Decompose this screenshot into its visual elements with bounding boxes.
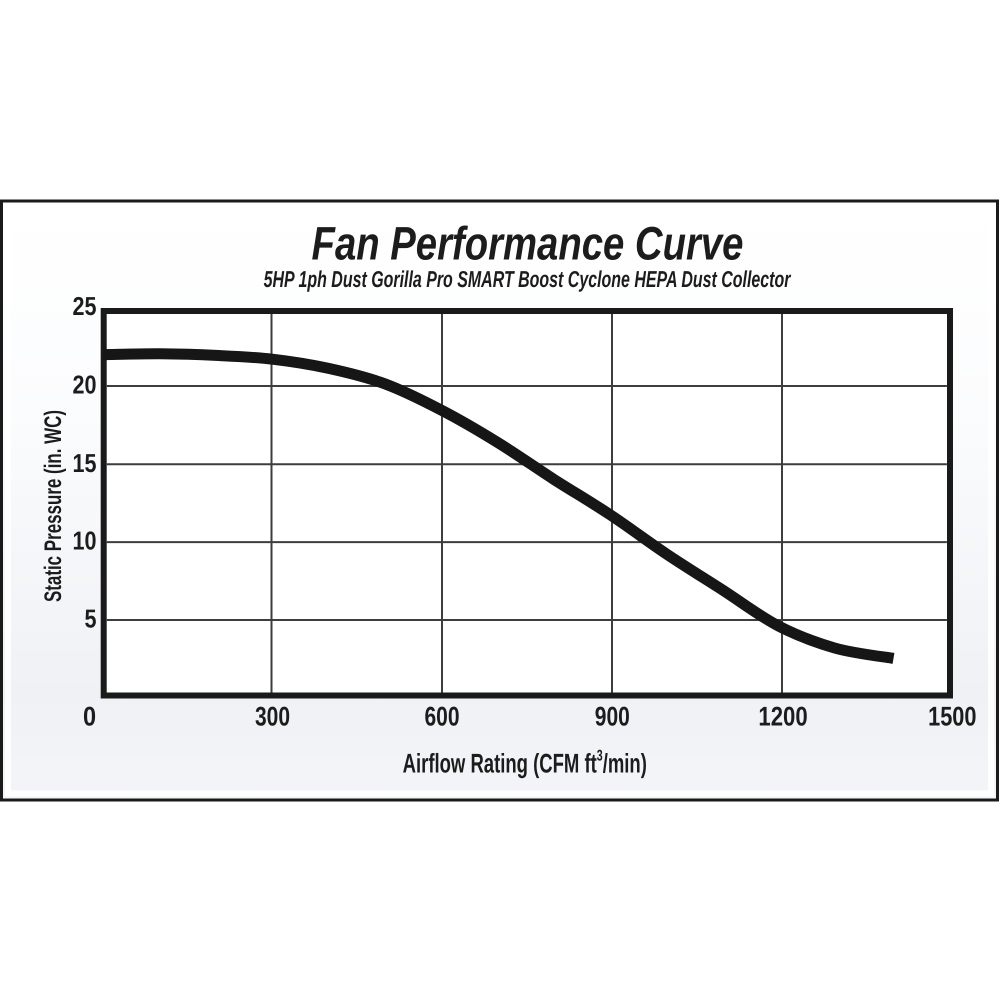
svg-text:300: 300 [255, 702, 290, 732]
svg-text:Airflow Rating (CFM ft3/min): Airflow Rating (CFM ft3/min) [403, 748, 647, 779]
svg-text:0: 0 [83, 702, 96, 732]
svg-text:900: 900 [595, 702, 630, 732]
svg-text:5: 5 [84, 604, 96, 634]
svg-text:10: 10 [72, 526, 96, 556]
svg-text:1200: 1200 [758, 702, 807, 732]
svg-text:Static Pressure (in. WC): Static Pressure (in. WC) [40, 410, 67, 602]
svg-text:25: 25 [72, 291, 96, 321]
svg-text:1500: 1500 [928, 702, 976, 732]
svg-text:15: 15 [72, 448, 96, 478]
svg-text:5HP 1ph Dust Gorilla Pro SMART: 5HP 1ph Dust Gorilla Pro SMART Boost Cyc… [264, 266, 792, 292]
svg-text:600: 600 [424, 702, 459, 732]
svg-text:Fan Performance Curve: Fan Performance Curve [312, 217, 744, 270]
svg-text:20: 20 [72, 370, 96, 400]
